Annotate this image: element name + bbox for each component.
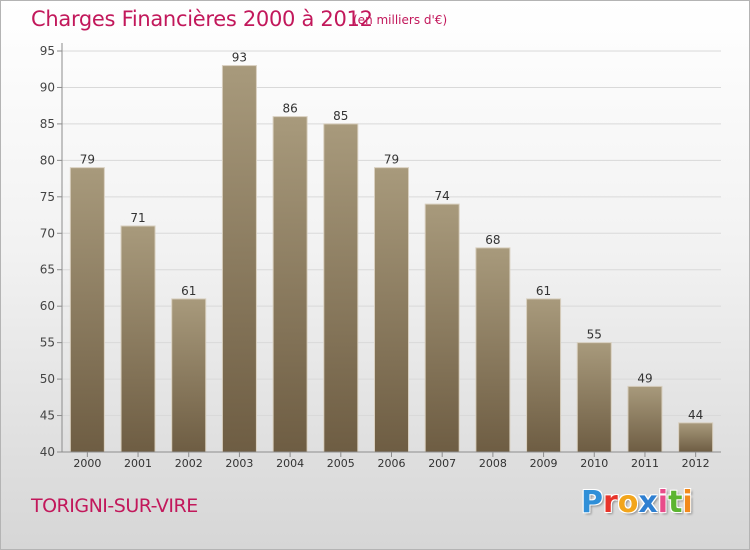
bar-value-label: 85 xyxy=(333,109,348,123)
logo-letter: t xyxy=(668,485,683,520)
x-tick-label: 2001 xyxy=(124,457,152,470)
y-tick-label: 80 xyxy=(40,153,55,167)
x-tick-label: 2011 xyxy=(631,457,659,470)
x-tick-label: 2006 xyxy=(378,457,406,470)
bar-2006 xyxy=(374,167,409,453)
y-tick-label: 50 xyxy=(40,372,55,386)
y-tick-label: 45 xyxy=(40,409,55,423)
bar-2001 xyxy=(120,225,156,453)
bar-2000 xyxy=(69,167,105,453)
bar-2007 xyxy=(424,203,460,453)
bar-2012 xyxy=(678,422,714,453)
bar-2005 xyxy=(323,123,359,453)
bar-value-label: 44 xyxy=(688,408,703,422)
city-name: TORIGNI-SUR-VIRE xyxy=(31,495,198,517)
y-tick-label: 85 xyxy=(40,117,55,131)
x-tick-label: 2005 xyxy=(327,457,355,470)
y-tick-label: 75 xyxy=(40,190,55,204)
x-tick-label: 2007 xyxy=(428,457,456,470)
bar-value-label: 71 xyxy=(130,211,145,225)
y-tick-label: 65 xyxy=(40,263,55,277)
y-tick-label: 95 xyxy=(40,44,55,58)
bar-value-label: 55 xyxy=(587,328,602,342)
x-tick-label: 2004 xyxy=(276,457,304,470)
bar-2011 xyxy=(627,385,663,453)
x-tick-label: 2003 xyxy=(225,457,253,470)
bar-value-label: 61 xyxy=(536,284,551,298)
chart-title: Charges Financières 2000 à 2012 xyxy=(31,7,373,31)
bar-2004 xyxy=(272,116,308,453)
y-tick-label: 90 xyxy=(40,80,55,94)
bar-2008 xyxy=(475,247,511,453)
bar-value-label: 49 xyxy=(637,371,652,385)
x-tick-label: 2009 xyxy=(530,457,558,470)
logo-letter: i xyxy=(657,485,669,520)
bar-2010 xyxy=(576,342,612,453)
bar-value-label: 79 xyxy=(384,153,399,167)
x-tick-label: 2012 xyxy=(682,457,710,470)
logo-letter: P xyxy=(581,485,603,520)
bar-value-label: 93 xyxy=(232,51,247,65)
x-tick-label: 2002 xyxy=(175,457,203,470)
proxiti-logo[interactable]: Proxiti xyxy=(581,485,693,520)
bar-2002 xyxy=(171,298,207,453)
bar-value-label: 79 xyxy=(80,153,95,167)
y-tick-label: 55 xyxy=(40,336,55,350)
bar-value-label: 68 xyxy=(485,233,500,247)
y-tick-label: 60 xyxy=(40,299,55,313)
bar-value-label: 61 xyxy=(181,284,196,298)
logo-letter: x xyxy=(638,485,658,520)
y-tick-label: 40 xyxy=(40,445,55,459)
bar-value-label: 74 xyxy=(435,189,450,203)
x-tick-label: 2008 xyxy=(479,457,507,470)
logo-letter: o xyxy=(617,485,639,520)
chart-subtitle: (en milliers d'€) xyxy=(353,13,448,27)
bar-2009 xyxy=(526,298,562,453)
logo-letter: r xyxy=(603,485,618,520)
bar-value-label: 86 xyxy=(282,102,297,116)
x-tick-label: 2010 xyxy=(580,457,608,470)
bar-2003 xyxy=(221,65,257,453)
x-tick-label: 2000 xyxy=(73,457,101,470)
logo-letter: i xyxy=(682,485,693,520)
y-tick-label: 70 xyxy=(40,226,55,240)
